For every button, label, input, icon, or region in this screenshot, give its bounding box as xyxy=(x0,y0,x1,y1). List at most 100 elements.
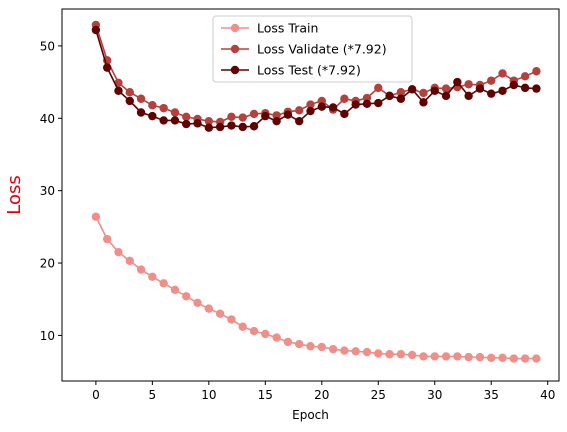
data-point xyxy=(295,116,304,126)
y-tick-label: 30 xyxy=(40,184,55,198)
legend-label: Loss Validate (*7.92) xyxy=(257,42,387,57)
data-point xyxy=(249,326,259,336)
data-point xyxy=(215,122,225,132)
legend-label: Loss Test (*7.92) xyxy=(257,63,361,78)
data-point xyxy=(340,346,349,355)
series-3 xyxy=(91,25,541,132)
y-tick-label: 20 xyxy=(40,257,55,271)
legend-marker xyxy=(230,23,240,33)
y-tick-label: 10 xyxy=(40,329,55,343)
data-point xyxy=(238,122,247,132)
data-point xyxy=(396,88,406,97)
data-point xyxy=(362,347,372,357)
data-point xyxy=(170,116,180,125)
data-point xyxy=(430,352,439,361)
data-point xyxy=(487,76,496,85)
data-point xyxy=(227,121,236,130)
data-point xyxy=(520,354,530,363)
data-point xyxy=(136,94,146,103)
data-point xyxy=(374,349,383,358)
legend-marker xyxy=(230,44,240,54)
data-point xyxy=(193,298,202,308)
data-point xyxy=(385,91,394,101)
series-line xyxy=(95,29,537,129)
data-point xyxy=(430,86,439,95)
data-point xyxy=(407,350,417,360)
data-point xyxy=(295,339,304,349)
data-point xyxy=(532,84,541,93)
data-point xyxy=(498,69,507,78)
data-point xyxy=(136,108,146,117)
data-point xyxy=(328,344,338,354)
data-point xyxy=(317,102,326,111)
x-tick-label: 25 xyxy=(371,388,386,402)
data-point xyxy=(419,352,428,361)
y-axis-ticks: 10 20 30 40 50 xyxy=(40,39,62,343)
data-point xyxy=(351,347,360,356)
data-point xyxy=(102,63,112,72)
data-point xyxy=(283,110,293,119)
data-point xyxy=(238,113,247,122)
data-point xyxy=(227,315,236,324)
data-point xyxy=(91,25,101,35)
x-tick-label: 5 xyxy=(149,388,157,402)
series-line xyxy=(95,216,537,360)
legend: Loss Train Loss Validate (*7.92) Loss Test… xyxy=(212,15,413,83)
y-tick-label: 40 xyxy=(40,112,55,126)
data-point xyxy=(204,304,214,313)
data-point xyxy=(464,352,473,362)
data-point xyxy=(441,84,451,93)
data-point xyxy=(317,342,326,352)
data-point xyxy=(215,309,225,318)
x-tick-label: 40 xyxy=(540,388,555,402)
x-tick-label: 20 xyxy=(314,388,329,402)
data-point xyxy=(125,96,134,106)
data-point xyxy=(396,94,406,103)
legend-entry: Loss Train xyxy=(221,21,318,36)
data-point xyxy=(261,329,270,339)
x-axis-ticks: 0 5 10 15 20 25 30 35 40 xyxy=(92,381,555,402)
data-point xyxy=(464,80,473,89)
data-point xyxy=(182,119,191,129)
data-point xyxy=(407,85,417,94)
data-point xyxy=(487,353,496,363)
data-point xyxy=(453,77,462,87)
y-axis-label: Loss xyxy=(4,175,25,214)
data-point xyxy=(159,103,168,113)
data-point xyxy=(125,88,134,97)
data-point xyxy=(261,111,270,121)
data-point xyxy=(419,88,428,98)
data-point xyxy=(272,111,281,120)
legend-marker xyxy=(230,65,240,75)
data-point xyxy=(340,109,349,119)
data-point xyxy=(453,352,462,361)
data-point xyxy=(170,108,180,117)
data-point xyxy=(159,116,168,125)
x-tick-label: 10 xyxy=(201,388,216,402)
data-point xyxy=(170,285,180,295)
data-point xyxy=(249,109,259,119)
data-point xyxy=(227,112,236,122)
data-point xyxy=(272,333,281,342)
data-point xyxy=(441,91,451,101)
data-point xyxy=(509,354,519,363)
data-point xyxy=(532,354,541,363)
data-point xyxy=(182,112,191,122)
data-point xyxy=(306,100,315,109)
legend-entry: Loss Validate (*7.92) xyxy=(221,42,387,57)
data-point xyxy=(464,91,473,101)
data-point xyxy=(487,89,496,98)
data-point xyxy=(125,256,134,266)
data-point xyxy=(272,116,281,126)
data-point xyxy=(374,98,383,108)
data-point xyxy=(374,83,383,93)
y-tick-label: 50 xyxy=(40,39,55,53)
x-axis-label: Epoch xyxy=(292,408,329,422)
x-tick-label: 15 xyxy=(258,388,273,402)
data-point xyxy=(148,272,157,281)
data-point xyxy=(475,352,485,362)
data-point xyxy=(114,86,123,95)
data-point xyxy=(385,350,394,359)
data-point xyxy=(498,86,507,95)
